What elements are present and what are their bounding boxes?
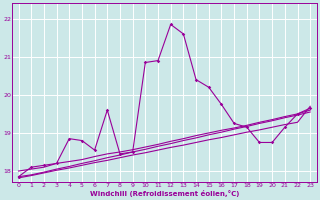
X-axis label: Windchill (Refroidissement éolien,°C): Windchill (Refroidissement éolien,°C) (90, 190, 239, 197)
